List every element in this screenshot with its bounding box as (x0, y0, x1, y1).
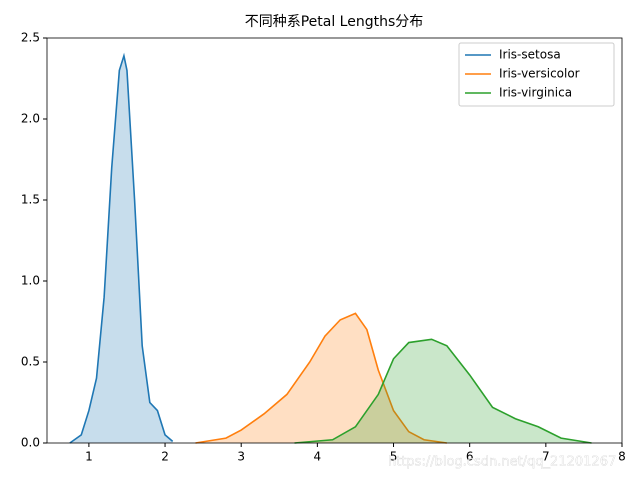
x-tick-label: 5 (390, 450, 398, 464)
y-tick-label: 2.0 (21, 112, 40, 126)
x-tick-label: 2 (161, 450, 169, 464)
x-tick-label: 8 (618, 450, 626, 464)
y-tick-label: 1.5 (21, 193, 40, 207)
x-tick-label: 4 (314, 450, 322, 464)
legend-label: Iris-setosa (499, 48, 561, 62)
y-tick-label: 1.0 (21, 274, 40, 288)
legend-label: Iris-versicolor (499, 67, 580, 81)
line (294, 338, 592, 444)
x-tick-label: 1 (85, 450, 93, 464)
area (294, 339, 592, 443)
area (195, 313, 447, 443)
y-tick-label: 0.0 (21, 436, 40, 450)
y-tick-label: 2.5 (21, 31, 40, 45)
axes-frame (46, 37, 623, 444)
legend-box (458, 42, 615, 107)
chart-title: 不同种系Petal Lengths分布 (245, 14, 424, 30)
x-tick-label: 3 (237, 450, 245, 464)
line (69, 52, 174, 444)
legend-label: Iris-virginica (499, 86, 572, 100)
line (195, 312, 447, 444)
area (69, 55, 173, 443)
x-tick-label: 7 (542, 450, 550, 464)
watermark: https://blog.csdn.net/qq_21201267 (388, 455, 616, 470)
x-tick-label: 6 (466, 450, 474, 464)
y-tick-label: 0.5 (21, 355, 40, 369)
